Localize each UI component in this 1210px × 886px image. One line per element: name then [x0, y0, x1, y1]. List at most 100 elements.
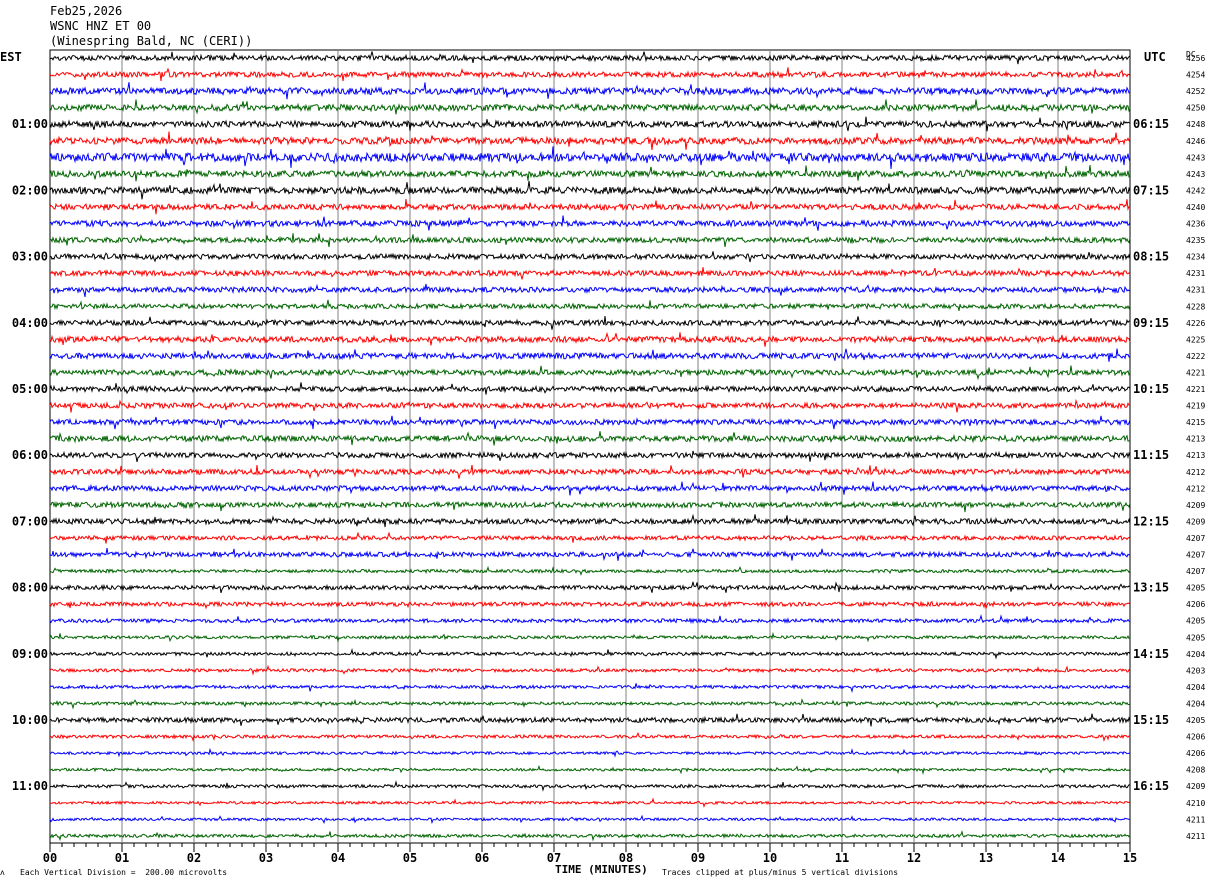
- trace-line: [49, 398, 1131, 413]
- dc-offset-label: 4213: [1186, 435, 1205, 444]
- dc-offset-label: 4242: [1186, 186, 1205, 195]
- dc-offset-label: 4205: [1186, 716, 1205, 725]
- dc-offset-label: 4206: [1186, 733, 1205, 742]
- dc-offset-label: 4243: [1186, 170, 1205, 179]
- clip-note: Traces clipped at plus/minus 5 vertical …: [662, 868, 899, 877]
- trace-line: [49, 267, 1131, 280]
- dc-offset-label: 4211: [1186, 832, 1205, 841]
- dc-offset-label: 4207: [1186, 567, 1205, 576]
- trace-line: [49, 814, 1131, 825]
- trace-line: [49, 731, 1131, 743]
- trace-line: [49, 233, 1131, 248]
- dc-offset-label: 4234: [1186, 253, 1205, 262]
- trace-line: [49, 51, 1131, 65]
- x-axis-title: TIME (MINUTES): [555, 863, 648, 876]
- x-tick-label: 11: [835, 851, 849, 865]
- dc-offset-label: 4204: [1186, 683, 1205, 692]
- est-hour-label: 01:00: [12, 117, 48, 131]
- trace-line: [49, 82, 1131, 100]
- dc-offset-label: 4213: [1186, 451, 1205, 460]
- dc-offset-label: 4235: [1186, 236, 1205, 245]
- trace-line: [49, 581, 1131, 594]
- x-tick-label: 12: [907, 851, 921, 865]
- trace-line: [49, 199, 1131, 215]
- dc-offset-label: 4209: [1186, 517, 1205, 526]
- utc-hour-label: 08:15: [1133, 250, 1169, 264]
- dc-offset-label: 4206: [1186, 600, 1205, 609]
- dc-offset-label: 4210: [1186, 799, 1205, 808]
- x-tick-label: 03: [259, 851, 273, 865]
- trace-line: [49, 146, 1131, 169]
- dc-offset-label: 4240: [1186, 203, 1205, 212]
- est-hour-label: 07:00: [12, 514, 48, 528]
- vertical-division-note: Each Vertical Division = 200.00 microvol…: [20, 868, 228, 877]
- utc-hour-label: 07:15: [1133, 183, 1169, 197]
- est-axis-label: EST: [0, 50, 22, 64]
- dc-offset-label: 4206: [1186, 749, 1205, 758]
- dc-offset-label: 4207: [1186, 534, 1205, 543]
- dc-offset-label: 4221: [1186, 368, 1205, 377]
- est-hour-label: 08:00: [12, 581, 48, 595]
- dc-offset-label: 4243: [1186, 153, 1205, 162]
- trace-line: [49, 764, 1131, 775]
- dc-offset-label: 4236: [1186, 220, 1205, 229]
- dc-offset-label: 4254: [1186, 71, 1205, 80]
- dc-offset-label: 4225: [1186, 335, 1205, 344]
- dc-offset-label: 4207: [1186, 551, 1205, 560]
- trace-line: [49, 99, 1131, 115]
- dc-offset-label: 4231: [1186, 286, 1205, 295]
- x-tick-label: 02: [187, 851, 201, 865]
- dc-offset-label: 4231: [1186, 269, 1205, 278]
- utc-hour-label: 10:15: [1133, 382, 1169, 396]
- dc-offset-label: 4252: [1186, 87, 1205, 96]
- x-tick-label: 14: [1051, 851, 1065, 865]
- utc-hour-label: 13:15: [1133, 581, 1169, 595]
- trace-line: [49, 600, 1131, 610]
- dc-offset-label: 4228: [1186, 302, 1205, 311]
- est-hour-label: 04:00: [12, 316, 48, 330]
- x-tick-label: 05: [403, 851, 417, 865]
- trace-line: [49, 165, 1131, 182]
- utc-hour-label: 16:15: [1133, 779, 1169, 793]
- trace-line: [49, 830, 1131, 842]
- trace-line: [49, 647, 1131, 660]
- trace-line: [49, 780, 1131, 792]
- dc-offset-label: 4250: [1186, 104, 1205, 113]
- plot-date: Feb25,2026: [50, 4, 123, 18]
- est-hour-label: 03:00: [12, 250, 48, 264]
- trace-line: [49, 316, 1131, 330]
- trace-line: [49, 365, 1131, 381]
- trace-line: [49, 747, 1131, 758]
- x-tick-label: 04: [331, 851, 345, 865]
- dc-offset-label: 4256: [1186, 54, 1205, 63]
- dc-offset-label: 4221: [1186, 385, 1205, 394]
- station-location: (Winespring Bald, NC (CERI)): [50, 34, 253, 48]
- x-tick-label: 15: [1123, 851, 1137, 865]
- dc-offset-label: 4204: [1186, 699, 1205, 708]
- est-hour-label: 06:00: [12, 448, 48, 462]
- trace-line: [49, 180, 1131, 200]
- x-tick-label: 09: [691, 851, 705, 865]
- dc-column-label: DC: [1186, 50, 1196, 59]
- utc-hour-label: 06:15: [1133, 117, 1169, 131]
- trace-line: [49, 131, 1131, 151]
- trace-line: [49, 67, 1131, 82]
- x-tick-label: 01: [115, 851, 129, 865]
- est-hour-label: 11:00: [12, 779, 48, 793]
- trace-line: [49, 464, 1131, 480]
- trace-line: [49, 531, 1131, 544]
- x-tick-label: 10: [763, 851, 777, 865]
- dc-offset-label: 4215: [1186, 418, 1205, 427]
- utc-hour-label: 11:15: [1133, 448, 1169, 462]
- utc-hour-label: 09:15: [1133, 316, 1169, 330]
- trace-line: [49, 631, 1131, 644]
- x-tick-label: 08: [619, 851, 633, 865]
- trace-line: [49, 481, 1131, 496]
- dc-offset-label: 4203: [1186, 666, 1205, 675]
- dc-offset-label: 4209: [1186, 501, 1205, 510]
- trace-line: [49, 698, 1131, 710]
- trace-line: [49, 116, 1131, 132]
- corner-mark: ᴧ: [0, 868, 5, 877]
- dc-offset-label: 4212: [1186, 484, 1205, 493]
